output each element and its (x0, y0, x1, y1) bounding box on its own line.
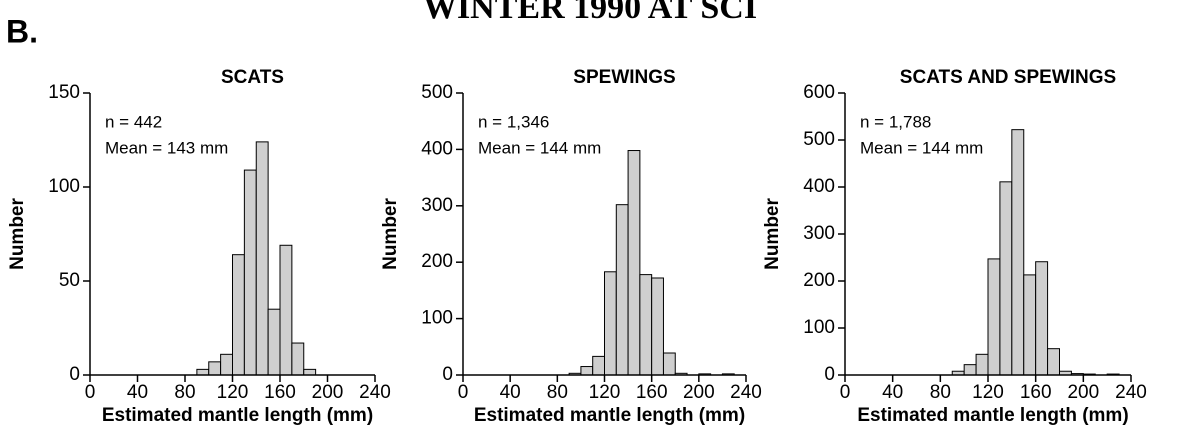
x-tick-label: 80 (174, 382, 195, 403)
panel-label: B. (6, 13, 38, 49)
x-tick-label: 240 (1115, 382, 1147, 403)
y-axis-label: Number (380, 198, 401, 270)
bar (1035, 261, 1049, 376)
y-tick-label: 150 (48, 82, 80, 103)
y-tick-label: 100 (421, 308, 453, 329)
y-tick-label: 0 (824, 364, 835, 385)
bar (243, 169, 257, 376)
bar (220, 353, 233, 376)
y-tick-label: 600 (803, 82, 835, 103)
x-axis-label: Estimated mantle length (mm) (857, 405, 1128, 426)
bar (196, 368, 210, 376)
bar (303, 368, 317, 376)
bar (291, 342, 305, 376)
y-tick-label: 200 (421, 251, 453, 272)
x-tick-label: 120 (972, 382, 1004, 403)
bar (651, 277, 664, 376)
y-tick-label: 100 (48, 176, 80, 197)
bar (1023, 274, 1037, 376)
x-tick-label: 0 (458, 382, 469, 403)
x-tick-label: 160 (636, 382, 668, 403)
x-axis-label: Estimated mantle length (mm) (474, 405, 745, 426)
bar (615, 204, 629, 376)
bar (592, 355, 605, 376)
chart-title: SPEWINGS (573, 67, 675, 88)
x-tick-label: 40 (127, 382, 148, 403)
annotation: Mean = 144 mm (478, 138, 601, 157)
x-tick-label: 120 (217, 382, 249, 403)
chart-title: SCATS (221, 67, 284, 88)
bar (279, 244, 293, 376)
annotation: Mean = 143 mm (105, 138, 228, 157)
bar (662, 352, 676, 376)
bar (975, 353, 989, 376)
x-tick-label: 40 (882, 382, 903, 403)
x-tick-label: 0 (840, 382, 851, 403)
y-tick-label: 300 (803, 223, 835, 244)
y-tick-label: 500 (803, 129, 835, 150)
x-tick-label: 240 (730, 382, 762, 403)
bar (267, 308, 281, 376)
bar (208, 361, 222, 376)
annotation: Mean = 144 mm (860, 138, 983, 157)
y-tick-label: 400 (421, 138, 453, 159)
y-axis-label: Number (762, 198, 783, 270)
bar (232, 254, 245, 376)
y-tick-label: 0 (442, 364, 453, 385)
bar (999, 181, 1013, 376)
annotation: n = 1,788 (860, 112, 931, 131)
x-tick-label: 0 (85, 382, 96, 403)
x-tick-label: 120 (589, 382, 621, 403)
y-tick-label: 300 (421, 195, 453, 216)
y-tick-label: 0 (69, 364, 80, 385)
bar (604, 271, 617, 376)
bar (963, 364, 977, 376)
y-tick-label: 50 (59, 270, 80, 291)
bar (255, 141, 269, 376)
bar (987, 258, 1001, 376)
bar (639, 274, 653, 376)
y-tick-label: 200 (803, 270, 835, 291)
y-tick-label: 100 (803, 317, 835, 338)
x-tick-label: 200 (1067, 382, 1099, 403)
x-tick-label: 80 (547, 382, 568, 403)
y-tick-label: 500 (421, 82, 453, 103)
x-tick-label: 40 (500, 382, 521, 403)
annotation: n = 442 (105, 112, 162, 131)
bar (580, 366, 594, 376)
y-tick-label: 400 (803, 176, 835, 197)
x-tick-label: 160 (264, 382, 296, 403)
x-tick-label: 160 (1020, 382, 1052, 403)
bar (627, 150, 641, 376)
x-tick-label: 240 (359, 382, 391, 403)
bar (1047, 348, 1061, 376)
figure-title: WINTER 1990 AT SCI (423, 0, 757, 26)
chart-title: SCATS AND SPEWINGS (900, 67, 1116, 88)
bar (1011, 129, 1025, 376)
x-tick-label: 200 (683, 382, 715, 403)
x-tick-label: 200 (312, 382, 344, 403)
y-axis-label: Number (7, 198, 28, 270)
x-tick-label: 80 (930, 382, 951, 403)
x-axis-label: Estimated mantle length (mm) (102, 405, 373, 426)
annotation: n = 1,346 (478, 112, 549, 131)
